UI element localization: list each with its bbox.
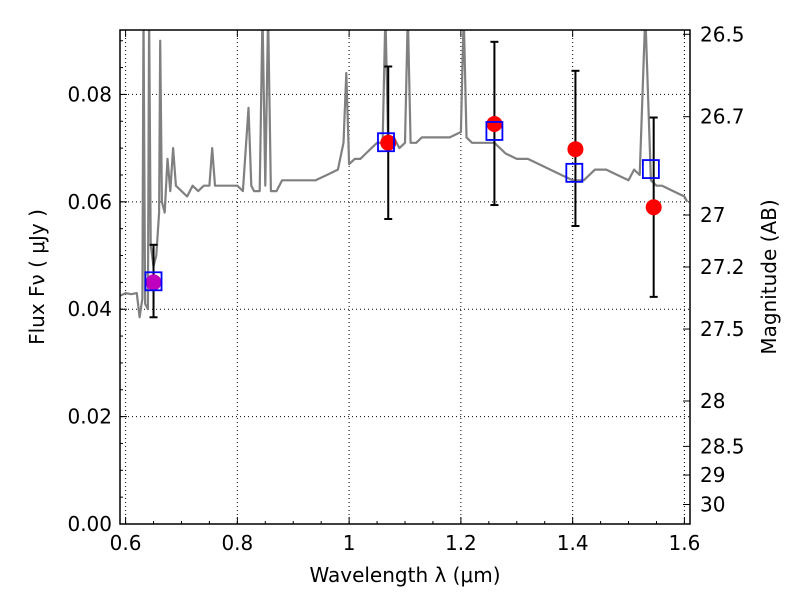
x-tick-label: 0.6 — [110, 531, 142, 555]
model-photometry-point — [144, 271, 163, 292]
y2-tick-label: 29 — [700, 463, 725, 487]
observed-point — [380, 134, 397, 151]
y2-tick-label: 26.5 — [700, 22, 745, 46]
y2-tick-label: 26.7 — [700, 105, 745, 129]
model-photometry-point — [485, 121, 504, 141]
model-photometry-point — [641, 159, 660, 179]
x-tick-label: 1 — [343, 531, 356, 555]
y2-tick-label: 28 — [700, 389, 725, 413]
observed-point — [645, 199, 662, 216]
y2-tick-label: 28.5 — [700, 434, 745, 458]
model-photometry-point — [377, 132, 395, 153]
axes: 0.6 0.8 1 1.2 1.4 1.6 0.00 0.02 0.04 0.06 0.08 26.5… — [67, 22, 744, 555]
observed-point — [486, 115, 503, 132]
x-tick-label: 1.4 — [557, 531, 589, 555]
y2-tick-label: 27 — [700, 203, 725, 227]
y-tick-label: 0.00 — [67, 512, 112, 536]
data-layer — [120, 30, 689, 319]
y-tick-label: 0.04 — [67, 297, 112, 321]
y2-tick-label: 30 — [700, 493, 725, 517]
y2-tick-label: 27.5 — [700, 317, 745, 341]
y2-tick-label: 27.2 — [700, 255, 745, 279]
x-tick-label: 1.6 — [669, 531, 701, 555]
x-axis-label: Wavelength λ (μm) — [309, 563, 500, 587]
y-axis-label: Flux Fν ( μJy ) — [25, 209, 49, 345]
model-photometry-point — [565, 162, 584, 183]
y-tick-label: 0.08 — [67, 82, 112, 106]
observed-point — [145, 274, 162, 291]
x-tick-label: 0.8 — [221, 531, 253, 555]
y2-axis-label: Magnitude (AB) — [757, 199, 781, 354]
observed-point — [567, 141, 584, 158]
y-tick-label: 0.06 — [67, 190, 112, 214]
x-tick-label: 1.2 — [445, 531, 477, 555]
y-tick-label: 0.02 — [67, 405, 112, 429]
model-spectrum-line — [120, 30, 689, 319]
